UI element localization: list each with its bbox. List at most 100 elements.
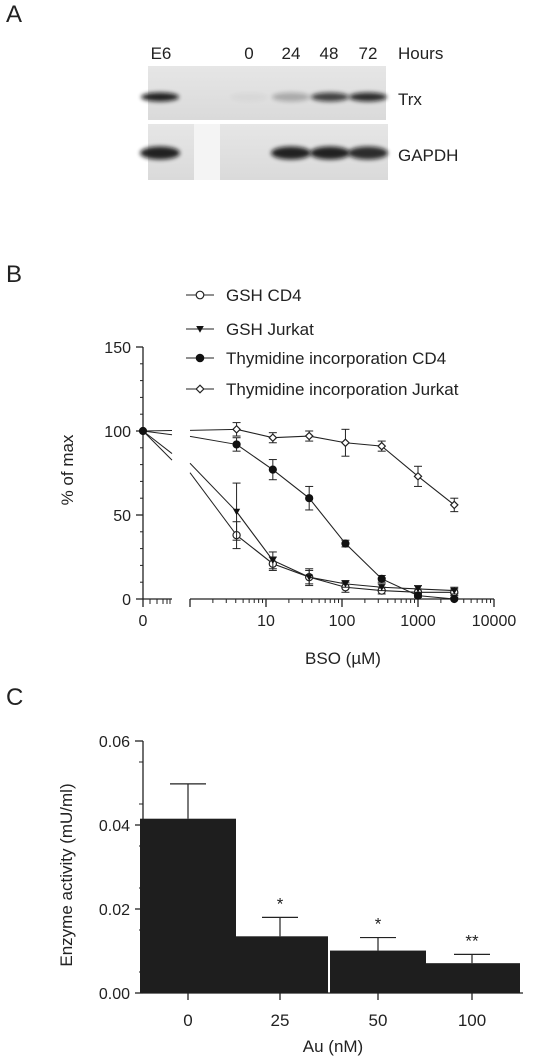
data-point [340,438,350,448]
enzyme-chart-x-axis-label: Au (nM) [303,1037,363,1056]
data-point [269,557,277,564]
data-point [305,494,314,503]
data-point [450,594,459,604]
bso-chart-series [138,422,459,604]
lane-label-48h: 48 [320,44,339,63]
data-point [341,539,350,548]
bso-line-chart: 0 50 100 150 0 10 100 1000 10000 GSH CD4 GSH Jurk… [58,286,516,668]
x-tick-label: 1000 [400,613,436,630]
data-point [232,508,241,516]
data-point [449,500,459,510]
bar-group: 0 [140,783,236,1030]
x-tick-label: 100 [458,1011,486,1030]
series-line-zero [142,430,173,436]
data-point [138,426,148,436]
legend-label: GSH CD4 [226,286,302,305]
series-line-zero [142,430,173,454]
data-point [414,586,422,593]
data-point [268,465,277,474]
bso-chart-axes: 0 50 100 150 0 10 100 1000 10000 [104,340,516,630]
series-line-lead [189,435,237,445]
x-tick-label: 10 [257,613,275,630]
series-thymidine-incorporation-jurkat [142,422,459,513]
data-point [195,384,205,394]
gapdh-band [310,146,350,160]
enzyme-chart-axes: 0.00 0.02 0.04 0.06 [99,734,523,1003]
series-line [236,511,455,592]
series-line [236,443,455,600]
y-tick-label: 0.00 [99,986,130,1003]
x-tick-label: 25 [271,1011,290,1030]
series-line-lead [189,462,237,512]
gapdh-band [140,146,180,160]
x-tick-label: 0 [139,613,148,630]
band-label-gapdh: GAPDH [398,146,458,165]
series-line-lead [189,472,237,536]
legend-item: Thymidine incorporation CD4 [186,349,446,368]
panel-label-b: B [6,261,22,288]
bso-chart-x-axis-label: BSO (µM) [305,649,381,668]
enzyme-bar-chart: 0.00 0.02 0.04 0.06 0 * 25 * 50 ** 100 Enzyme act… [57,734,523,1056]
y-tick-label: 0.06 [99,734,130,751]
enzyme-chart-y-axis-label: Enzyme activity (mU/ml) [57,783,76,966]
data-point [413,471,423,481]
enzyme-chart-bars: 0 * 25 * 50 ** 100 [140,783,520,1030]
bso-chart-y-axis-label: % of max [58,434,77,505]
trx-band [272,92,310,102]
data-point [378,584,386,591]
x-tick-label: 50 [369,1011,388,1030]
gapdh-band [348,146,388,160]
bso-chart-legend: GSH CD4 GSH Jurkat Thymidine incorporation… [186,286,459,399]
lane-label-24h: 24 [282,44,301,63]
series-thymidine-incorporation-cd4 [142,430,459,604]
legend-item: GSH CD4 [186,286,302,305]
legend-label: Thymidine incorporation CD4 [226,349,446,368]
series-line-lead [189,428,237,431]
data-point [304,431,314,441]
panel-label-a: A [6,1,22,28]
x-tick-label: 10000 [472,613,517,630]
x-tick-label: 100 [329,613,356,630]
lane-label-e6: E6 [151,44,172,63]
y-tick-label: 100 [104,424,131,441]
y-tick-label: 0.04 [99,818,130,835]
x-tick-label: 0 [183,1011,192,1030]
data-point [377,574,386,583]
y-tick-label: 0.02 [99,902,130,919]
data-point [305,574,313,581]
y-tick-label: 50 [113,508,131,525]
lane-label-0h: 0 [244,44,253,63]
gapdh-bands [140,146,388,160]
membrane-gap [194,124,220,180]
lane-label-72h: 72 [359,44,378,63]
significance-mark: ** [465,931,479,950]
data-point [268,433,278,443]
panel-label-c: C [6,684,23,711]
trx-band [311,92,349,102]
significance-mark: * [277,894,284,913]
trx-bands [141,92,387,102]
legend-label: Thymidine incorporation Jurkat [226,380,459,399]
data-point [450,587,458,595]
time-unit-label: Hours [398,44,443,63]
bar [232,936,328,993]
trx-band [349,92,387,102]
gapdh-band [271,146,311,160]
bar-group: * 25 [232,894,328,1030]
trx-band [230,93,268,102]
data-point [413,591,423,600]
series-gsh-jurkat [142,430,459,595]
bar [424,963,520,993]
data-point [195,290,205,300]
series-line-zero [142,430,173,461]
bar-group: * 50 [330,915,426,1030]
significance-mark: * [375,915,382,934]
data-point [232,440,241,449]
bar [330,950,426,993]
series-gsh-cd4 [142,430,459,597]
band-label-trx: Trx [398,90,422,109]
legend-item: Thymidine incorporation Jurkat [186,380,459,399]
data-point [232,424,242,434]
trx-band [141,92,179,102]
